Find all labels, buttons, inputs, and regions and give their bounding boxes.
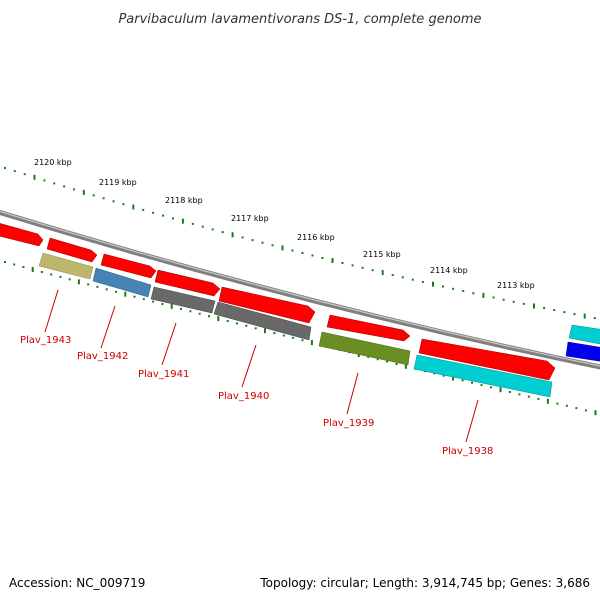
gene-bar-plav-1942[interactable] [92, 267, 152, 298]
pointer-plav-1942 [100, 305, 116, 349]
gene-pointers [44, 289, 479, 443]
map-title: Parvibaculum lavamentivorans DS-1, compl… [118, 12, 481, 27]
kbp-label-2119: 2119 kbp [99, 178, 137, 187]
gene-label-plav-1940[interactable]: Plav_1940 [218, 391, 269, 402]
gene-bar-plav-1939[interactable] [318, 331, 411, 366]
pointer-plav-1939 [346, 372, 359, 415]
kbp-label-2116: 2116 kbp [297, 233, 335, 242]
kbp-label-2113: 2113 kbp [497, 281, 535, 290]
kbp-label-2120: 2120 kbp [34, 158, 72, 167]
pointer-plav-1941 [161, 322, 177, 366]
pointer-plav-1938 [465, 399, 479, 443]
genome-backbone [0, 209, 600, 370]
gene-bar-plav-1940[interactable] [213, 301, 312, 341]
outer-ruler [4, 167, 596, 320]
kbp-label-2117: 2117 kbp [231, 214, 269, 223]
gene-arrow-plus[interactable] [418, 338, 556, 381]
gene-label-plav-1938[interactable]: Plav_1938 [442, 446, 493, 457]
accession-text: Accession: NC_009719 [9, 576, 146, 590]
genome-backbone-highlight [0, 210, 600, 367]
kbp-label-2114: 2114 kbp [430, 266, 468, 275]
gene-label-plav-1943[interactable]: Plav_1943 [20, 335, 71, 346]
pointer-plav-1940 [241, 344, 257, 388]
topology-text: Topology: circular; Length: 3,914,745 bp… [260, 576, 590, 590]
gene-bar-plav-1943[interactable] [38, 252, 94, 280]
gene-arrow-plus[interactable] [326, 314, 411, 342]
plus-strand-genes [0, 222, 600, 381]
gene-arrow-plus-cyan[interactable] [568, 324, 600, 345]
minus-strand-genes [38, 252, 600, 398]
kbp-label-2118: 2118 kbp [165, 196, 203, 205]
gene-arrow-plus[interactable] [0, 222, 44, 247]
gene-arrow-plus[interactable] [218, 286, 316, 324]
gene-label-plav-1942[interactable]: Plav_1942 [77, 351, 128, 362]
gene-bar-plav-1941[interactable] [150, 286, 216, 314]
gene-arrow-plus[interactable] [154, 269, 221, 297]
gene-label-plav-1941[interactable]: Plav_1941 [138, 369, 189, 380]
kbp-label-2115: 2115 kbp [363, 250, 401, 259]
gene-arrow-plus[interactable] [46, 237, 98, 263]
gene-bar-plav-1938[interactable] [413, 354, 553, 398]
gene-bar-blue[interactable] [565, 341, 600, 362]
pointer-plav-1943 [44, 289, 59, 333]
gene-label-plav-1939[interactable]: Plav_1939 [323, 418, 374, 429]
gene-arrow-plus[interactable] [100, 253, 157, 279]
